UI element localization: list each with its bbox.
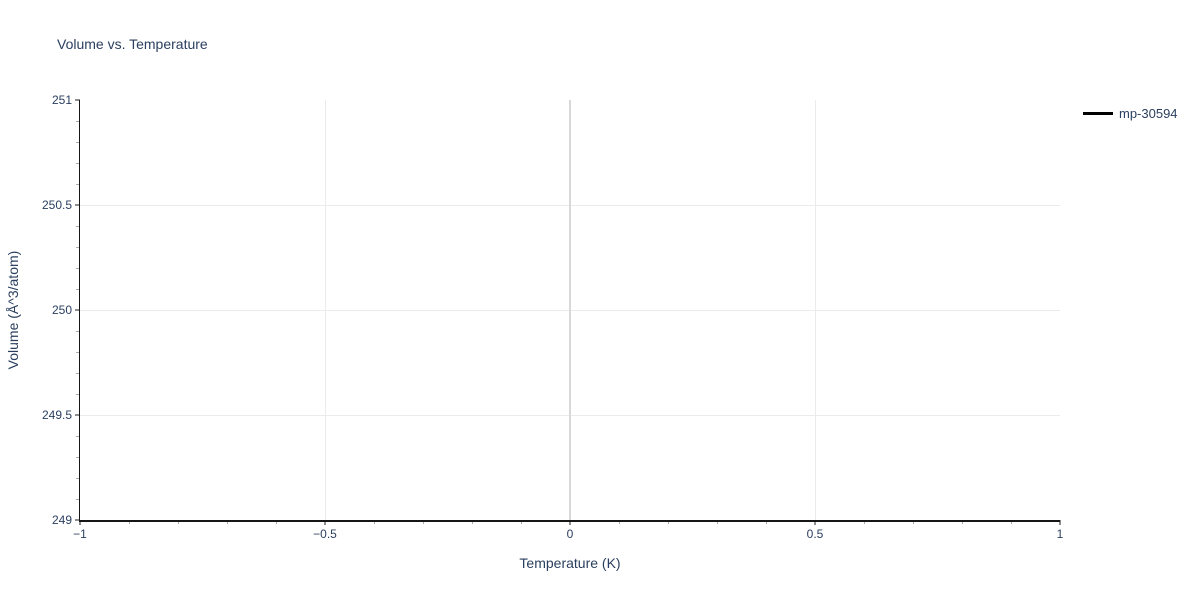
y-minor-tick	[76, 120, 80, 122]
y-major-tick	[75, 99, 80, 101]
x-minor-tick	[912, 520, 914, 524]
y-tick-label: 250	[51, 303, 72, 317]
x-axis-title: Temperature (K)	[519, 555, 621, 571]
x-gridline	[814, 100, 816, 520]
legend-line-swatch	[1083, 112, 1113, 115]
x-minor-tick	[177, 520, 179, 524]
x-major-tick	[324, 520, 326, 525]
x-tick-label: 1	[1056, 527, 1064, 541]
x-minor-tick	[961, 520, 963, 524]
legend[interactable]: mp-30594	[1083, 106, 1178, 121]
y-minor-tick	[76, 225, 80, 227]
x-minor-tick	[226, 520, 228, 524]
x-tick-label: 0	[566, 527, 574, 541]
y-minor-tick	[76, 435, 80, 437]
y-minor-tick	[76, 393, 80, 395]
x-axis-line	[78, 520, 1060, 522]
y-minor-tick	[76, 141, 80, 143]
x-minor-tick	[520, 520, 522, 524]
y-axis-line	[78, 100, 80, 522]
legend-item-label[interactable]: mp-30594	[1119, 106, 1178, 121]
chart-title: Volume vs. Temperature	[57, 36, 208, 52]
y-minor-tick	[76, 246, 80, 248]
x-minor-tick	[275, 520, 277, 524]
y-tick-label: 249	[51, 513, 72, 527]
y-minor-tick	[76, 477, 80, 479]
x-tick-label: −0.5	[313, 527, 337, 541]
x-minor-tick	[1010, 520, 1012, 524]
x-major-tick	[79, 520, 81, 525]
x-minor-tick	[863, 520, 865, 524]
y-minor-tick	[76, 162, 80, 164]
y-major-tick	[75, 309, 80, 311]
y-minor-tick	[76, 498, 80, 500]
x-major-tick	[814, 520, 816, 525]
x-major-tick	[1059, 520, 1061, 525]
y-tick-label: 249.5	[41, 408, 72, 422]
y-major-tick	[75, 204, 80, 206]
x-minor-tick	[373, 520, 375, 524]
x-tick-label: 0.5	[806, 527, 824, 541]
y-major-tick	[75, 519, 80, 521]
x-minor-tick	[128, 520, 130, 524]
y-major-tick	[75, 414, 80, 416]
x-minor-tick	[422, 520, 424, 524]
y-minor-tick	[76, 351, 80, 353]
y-minor-tick	[76, 288, 80, 290]
x-minor-tick	[618, 520, 620, 524]
x-gridline	[324, 100, 326, 520]
y-minor-tick	[76, 183, 80, 185]
y-tick-label: 251	[51, 93, 72, 107]
y-tick-label: 250.5	[41, 198, 72, 212]
y-minor-tick	[76, 267, 80, 269]
x-minor-tick	[765, 520, 767, 524]
x-zero-line	[569, 100, 571, 520]
y-minor-tick	[76, 456, 80, 458]
y-minor-tick	[76, 372, 80, 374]
x-minor-tick	[716, 520, 718, 524]
x-minor-tick	[471, 520, 473, 524]
x-major-tick	[569, 520, 571, 525]
x-minor-tick	[667, 520, 669, 524]
y-minor-tick	[76, 330, 80, 332]
x-tick-label: −1	[73, 527, 87, 541]
